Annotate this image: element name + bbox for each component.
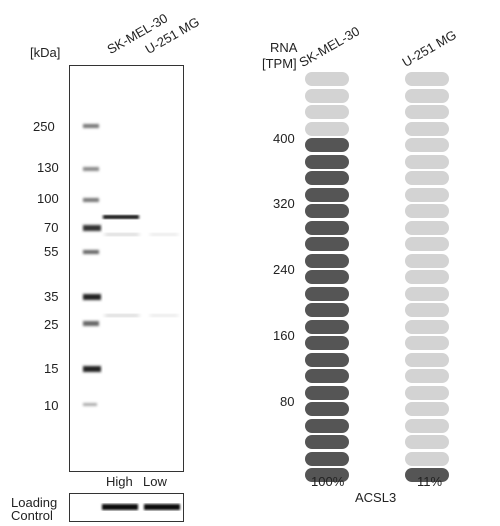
tpm-segment	[405, 418, 449, 433]
tpm-segment	[405, 435, 449, 449]
tpm-segment	[405, 286, 449, 301]
tpm-segment	[405, 352, 449, 367]
ladder-band-25	[83, 321, 99, 326]
ladder-bands	[83, 124, 101, 406]
tpm-segment	[305, 402, 349, 416]
ladder-band-10	[83, 403, 97, 406]
tpm-segment	[305, 369, 349, 383]
tpm-segment	[305, 187, 349, 202]
tpm-segment	[305, 204, 349, 218]
rna-tick-160: 160	[273, 328, 295, 343]
tpm-segment	[405, 319, 449, 334]
tpm-segment	[305, 286, 349, 301]
tpm-segment	[405, 369, 449, 383]
tpm-segment	[405, 220, 449, 235]
tpm-segment	[405, 468, 449, 482]
tpm-segment	[405, 253, 449, 268]
tpm-segment	[305, 171, 349, 185]
tpm-segment	[405, 336, 449, 350]
marker-10: 10	[44, 398, 59, 413]
u-251-mg-faint-band-low	[150, 314, 178, 317]
tpm-segment	[405, 385, 449, 400]
rna-column-sk-mel-30	[305, 0, 349, 521]
expression-low: Low	[143, 474, 167, 489]
loading-control-label-2: Control	[11, 508, 53, 523]
loading-band-2	[144, 504, 180, 510]
tpm-segment	[305, 88, 349, 103]
tpm-segment	[405, 154, 449, 169]
tpm-segment	[305, 336, 349, 350]
western-blot-image	[69, 65, 184, 472]
tpm-segment	[305, 303, 349, 317]
rna-tick-400: 400	[273, 131, 295, 146]
rna-tick-240: 240	[273, 262, 295, 277]
tpm-segment	[305, 270, 349, 284]
tpm-segment	[305, 72, 349, 86]
rna-column-u-251-mg	[405, 0, 449, 521]
ladder-band-100	[83, 198, 99, 202]
marker-130: 130	[37, 160, 59, 175]
sk-mel-30-faint-band-low	[105, 314, 139, 317]
ladder-band-35	[83, 294, 101, 300]
marker-55: 55	[44, 244, 59, 259]
tpm-segment	[405, 105, 449, 119]
tpm-segment	[405, 303, 449, 317]
tpm-segment	[405, 402, 449, 416]
tpm-segment	[305, 418, 349, 433]
ladder-band-250	[83, 124, 99, 128]
tpm-segment	[305, 451, 349, 466]
rna-tick-320: 320	[273, 196, 295, 211]
tpm-segment	[405, 270, 449, 284]
tpm-segment	[405, 72, 449, 86]
sk-mel-30-band	[103, 215, 139, 219]
tpm-segment	[405, 237, 449, 251]
blot-svg	[83, 124, 178, 406]
tpm-segment	[305, 352, 349, 367]
rna-tick-80: 80	[280, 394, 295, 409]
tpm-segment	[305, 138, 349, 152]
marker-15: 15	[44, 361, 59, 376]
tpm-segment	[305, 435, 349, 449]
marker-250: 250	[33, 119, 55, 134]
tpm-segment	[405, 187, 449, 202]
marker-25: 25	[44, 317, 59, 332]
tpm-segment	[305, 105, 349, 119]
marker-70: 70	[44, 220, 59, 235]
marker-35: 35	[44, 289, 59, 304]
tpm-segment	[305, 385, 349, 400]
tpm-segment	[405, 204, 449, 218]
marker-100: 100	[37, 191, 59, 206]
loading-control-label-1: Loading	[11, 495, 58, 510]
rna-header-2: [TPM]	[262, 56, 297, 71]
expression-high: High	[106, 474, 133, 489]
ladder-band-130	[83, 167, 99, 171]
kda-label: [kDa]	[30, 45, 61, 60]
tpm-segment	[305, 319, 349, 334]
tpm-segment	[405, 121, 449, 136]
rna-percent-u-251-mg: 11%	[417, 474, 443, 489]
ladder-band-70	[83, 225, 101, 231]
tpm-segment	[305, 237, 349, 251]
loading-control-image	[69, 493, 184, 522]
u-251-mg-faint-band	[150, 233, 178, 236]
tpm-segment	[305, 121, 349, 136]
ladder-band-15	[83, 366, 101, 372]
tpm-segment	[405, 88, 449, 103]
loading-band-1	[102, 504, 138, 510]
gene-name: ACSL3	[355, 490, 397, 505]
rna-header-1: RNA	[270, 40, 298, 55]
tpm-segment	[405, 451, 449, 466]
sk-mel-30-faint-band	[105, 233, 139, 236]
tpm-segment	[305, 253, 349, 268]
loading-control-svg	[102, 504, 180, 510]
tpm-segment	[405, 138, 449, 152]
tpm-segment	[405, 171, 449, 185]
tpm-segment	[305, 468, 349, 482]
tpm-segment	[305, 220, 349, 235]
ladder-band-55	[83, 250, 99, 254]
rna-percent-sk-mel-30: 100%	[311, 474, 345, 489]
tpm-segment	[305, 154, 349, 169]
